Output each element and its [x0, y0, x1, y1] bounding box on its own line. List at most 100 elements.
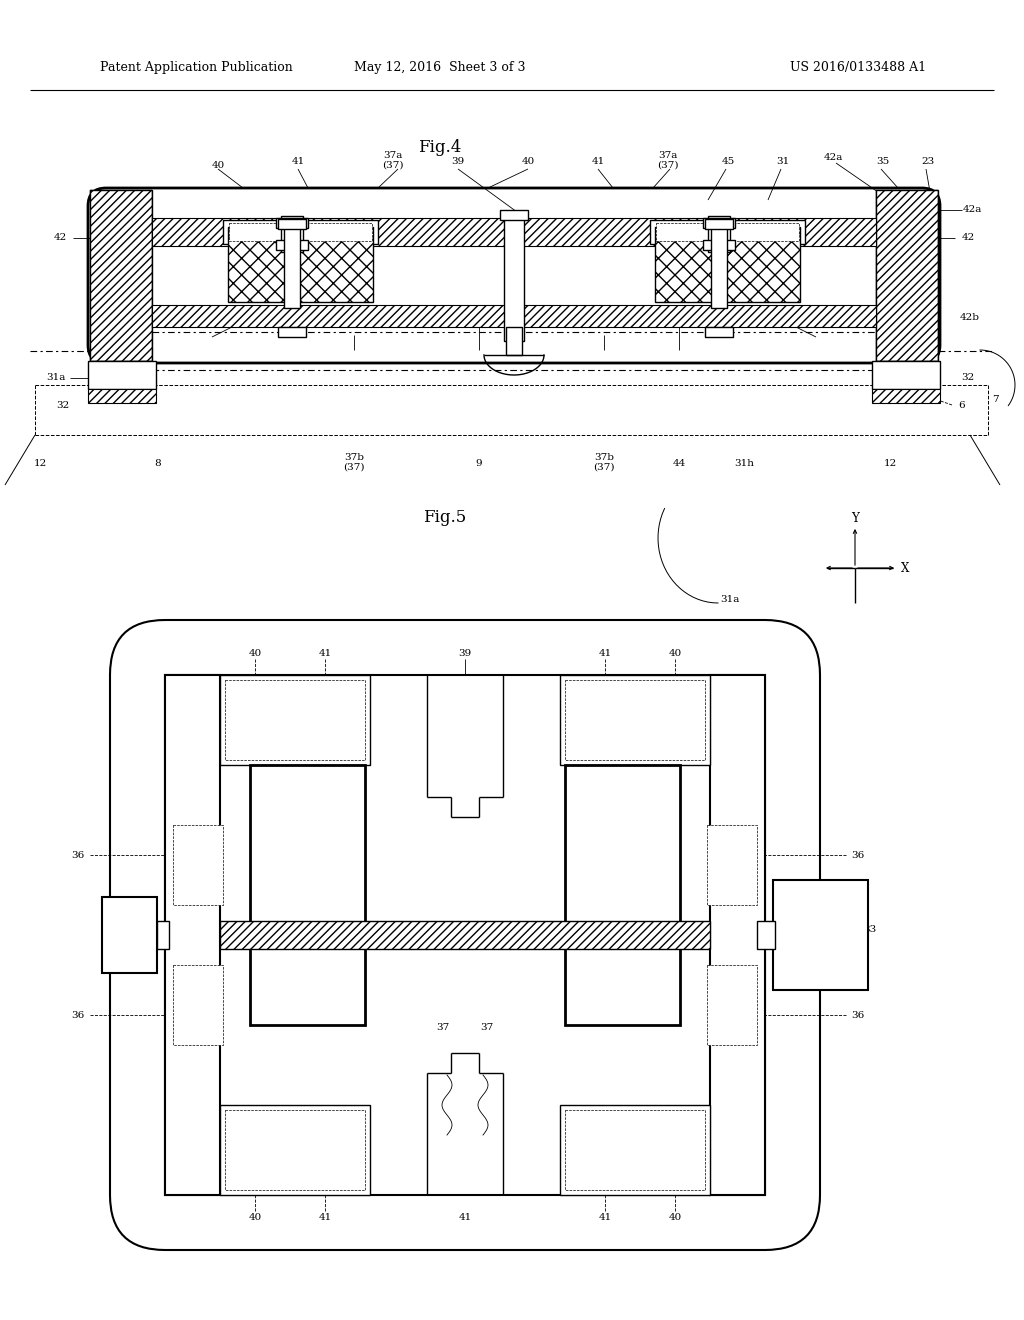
Text: Patent Application Publication: Patent Application Publication [100, 62, 293, 74]
Bar [284, 223, 300, 308]
Bar [90, 190, 152, 360]
Bar [565, 680, 705, 760]
Text: 12: 12 [34, 458, 47, 467]
Text: 41: 41 [292, 157, 304, 166]
Bar [504, 216, 524, 341]
Text: 36: 36 [72, 850, 85, 859]
Text: 37: 37 [613, 841, 627, 850]
Text: 31: 31 [776, 157, 790, 166]
Bar [88, 360, 156, 389]
Bar [656, 223, 799, 242]
Text: 41: 41 [592, 157, 604, 166]
Text: 42: 42 [53, 234, 67, 243]
FancyBboxPatch shape [88, 187, 940, 363]
Text: 31h: 31h [734, 458, 754, 467]
Bar [565, 766, 680, 1026]
Text: 44: 44 [673, 458, 686, 467]
Text: (37): (37) [657, 161, 679, 169]
Bar [565, 1110, 705, 1191]
Text: 31a: 31a [720, 595, 739, 605]
Bar [872, 389, 940, 403]
Text: US 2016/0133488 A1: US 2016/0133488 A1 [790, 62, 926, 74]
Bar [876, 190, 938, 360]
Bar [560, 1105, 710, 1195]
Bar [703, 218, 735, 228]
Text: 35: 35 [877, 157, 890, 166]
Text: 42b: 42b [961, 314, 980, 322]
Bar [250, 766, 365, 1026]
Text: 36: 36 [779, 318, 793, 326]
Bar [707, 965, 757, 1045]
Text: 41: 41 [318, 648, 332, 657]
Bar [276, 240, 308, 249]
Text: 37a: 37a [658, 152, 678, 161]
Text: 40: 40 [669, 648, 682, 657]
Bar [757, 921, 775, 949]
Text: 42a: 42a [823, 153, 843, 162]
FancyBboxPatch shape [110, 620, 820, 1250]
Text: 40: 40 [249, 648, 261, 657]
Text: 36: 36 [851, 1011, 864, 1019]
Text: 37: 37 [436, 1023, 450, 1032]
Text: 32: 32 [56, 400, 70, 409]
Bar [173, 965, 223, 1045]
Text: 9: 9 [476, 458, 482, 467]
Bar [506, 327, 522, 355]
Bar [228, 227, 373, 302]
Text: 39: 39 [459, 648, 472, 657]
Bar [229, 223, 372, 242]
Text: 36: 36 [236, 318, 249, 326]
Text: 6: 6 [958, 400, 966, 409]
Bar [705, 219, 733, 228]
Bar [220, 1105, 370, 1195]
Bar [278, 327, 306, 337]
Text: 39: 39 [452, 157, 465, 166]
Text: 41: 41 [318, 1213, 332, 1221]
Text: 36: 36 [72, 1011, 85, 1019]
Bar [278, 219, 306, 228]
Text: 12: 12 [884, 458, 897, 467]
Text: Y: Y [851, 511, 859, 524]
Text: 42a: 42a [963, 206, 982, 214]
Bar [876, 190, 938, 360]
Text: 40: 40 [669, 1213, 682, 1221]
Bar [707, 825, 757, 906]
Bar [705, 327, 733, 337]
Bar [152, 305, 876, 327]
Text: 23: 23 [922, 157, 935, 166]
Bar [173, 825, 223, 906]
Text: Fig.5: Fig.5 [423, 510, 467, 527]
Bar [655, 227, 800, 302]
Text: 40: 40 [211, 161, 224, 169]
Bar [708, 216, 730, 252]
Text: 37a: 37a [383, 152, 402, 161]
Text: 33: 33 [863, 925, 877, 935]
Text: (37): (37) [382, 161, 403, 169]
Text: 41: 41 [459, 1213, 472, 1221]
Text: May 12, 2016  Sheet 3 of 3: May 12, 2016 Sheet 3 of 3 [354, 62, 525, 74]
Bar [90, 190, 152, 360]
Bar [872, 360, 940, 389]
Bar [711, 223, 727, 308]
Text: 40: 40 [249, 1213, 261, 1221]
Bar [220, 921, 710, 949]
Text: (37): (37) [593, 462, 614, 471]
Text: X: X [901, 561, 909, 574]
Text: 37: 37 [298, 841, 311, 850]
Bar [157, 921, 169, 949]
Text: 42: 42 [962, 234, 975, 243]
Text: 31a: 31a [46, 374, 66, 383]
Text: 7: 7 [991, 396, 998, 404]
Bar [560, 675, 710, 766]
Text: 36: 36 [851, 850, 864, 859]
Bar [88, 389, 156, 403]
Text: 8: 8 [155, 458, 162, 467]
Bar [220, 675, 370, 766]
Text: 41: 41 [598, 1213, 611, 1221]
Text: 40: 40 [521, 157, 535, 166]
Text: (37): (37) [343, 462, 365, 471]
Bar [650, 220, 805, 244]
Bar [276, 218, 308, 228]
Text: 41: 41 [598, 648, 611, 657]
Bar [165, 675, 220, 1195]
